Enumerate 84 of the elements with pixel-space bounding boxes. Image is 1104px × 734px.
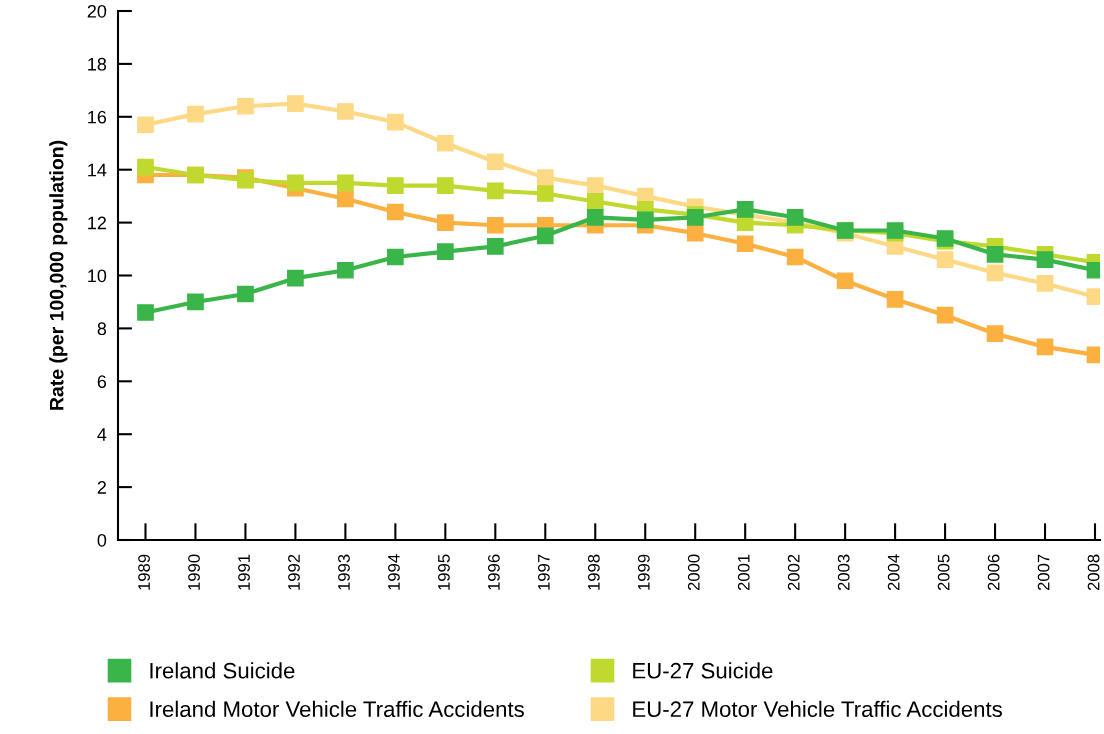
x-tick-label: 2003 [837, 554, 850, 591]
point [886, 290, 904, 308]
x-tick-label: 2001 [737, 554, 750, 591]
legend-label: EU-27 Suicide [633, 662, 773, 679]
point [436, 214, 454, 231]
point [137, 116, 154, 134]
y-tick-label: 12 [88, 216, 106, 230]
x-tick-label: 1994 [388, 554, 400, 590]
point [986, 264, 1004, 282]
y-tick-label: 16 [88, 110, 107, 124]
point [836, 272, 854, 290]
point [486, 216, 504, 234]
point [337, 103, 354, 120]
point [436, 177, 454, 194]
legend-label: Ireland Motor Vehicle Traffic Accidents [150, 700, 524, 718]
x-tick-label: 2000 [687, 554, 700, 591]
legend-label: Ireland Suicide [150, 662, 295, 679]
point [287, 95, 304, 112]
point [436, 134, 454, 152]
x-tick-label: 2002 [787, 554, 800, 591]
point [786, 208, 804, 226]
point [187, 293, 204, 311]
x-tick-label: 1995 [438, 554, 450, 590]
x-tick-label: 2006 [987, 554, 1000, 591]
x-tick-label: 2004 [887, 554, 900, 591]
point [137, 304, 154, 321]
y-tick-label: 2 [97, 481, 106, 494]
point [536, 227, 554, 245]
y-tick-label: 18 [88, 57, 107, 71]
point [387, 177, 404, 194]
point [187, 105, 204, 123]
point [536, 185, 554, 202]
point [486, 182, 504, 200]
point [387, 113, 404, 131]
point [1036, 251, 1054, 268]
y-tick-label: 6 [97, 375, 107, 389]
point [586, 208, 604, 226]
point [936, 251, 954, 268]
point [287, 174, 304, 192]
x-tick-label: 2007 [1037, 554, 1050, 591]
x-tick-label: 1999 [637, 554, 650, 590]
point [736, 201, 754, 218]
point [387, 203, 404, 221]
point [237, 97, 254, 115]
point [337, 174, 354, 192]
y-tick-label: 10 [88, 269, 107, 283]
x-tick-label: 1993 [338, 554, 350, 590]
point [736, 235, 754, 253]
point [786, 248, 804, 266]
x-tick-label: 1991 [238, 554, 250, 590]
point [337, 261, 354, 279]
x-tick-label: 2005 [937, 554, 950, 591]
x-tick-label: 1997 [537, 554, 550, 590]
point [936, 306, 954, 324]
x-tick-label: 1998 [587, 554, 600, 590]
point [586, 177, 604, 194]
y-tick-label: 0 [97, 533, 107, 547]
x-tick-label: 1989 [138, 554, 150, 590]
x-tick-label: 2008 [1087, 554, 1100, 591]
y-tick-label: 4 [97, 428, 107, 441]
x-tick-label: 1996 [487, 554, 500, 590]
point [387, 248, 404, 266]
x-tick-label: 1992 [288, 554, 300, 590]
point [287, 269, 304, 287]
point [986, 246, 1004, 263]
y-tick-label: 14 [88, 163, 107, 177]
point [536, 169, 554, 186]
y-tick-label: 20 [87, 4, 107, 18]
point [586, 193, 604, 210]
point [1036, 338, 1054, 356]
point [436, 243, 454, 261]
point [686, 224, 704, 242]
point [486, 238, 504, 255]
point [337, 190, 354, 208]
legend-label: EU-27 Motor Vehicle Traffic Accidents [633, 700, 1002, 718]
y-axis-title: Rate (per 100,000 population) [49, 140, 68, 410]
point [137, 158, 154, 176]
y-tick-label: 8 [97, 322, 107, 336]
point [1036, 275, 1054, 292]
point [636, 211, 654, 229]
point [237, 285, 254, 303]
point [486, 153, 504, 171]
point [986, 325, 1004, 343]
x-tick-label: 1990 [188, 554, 200, 590]
